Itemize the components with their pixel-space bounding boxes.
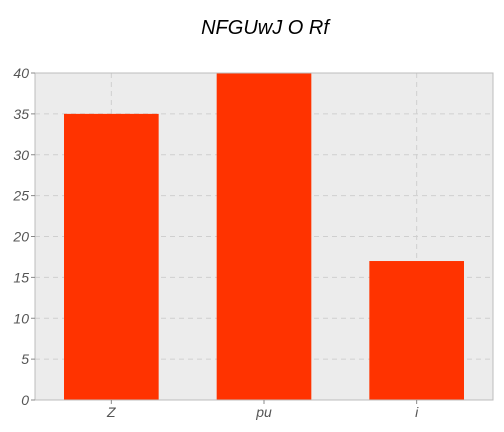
y-tick-label: 10 xyxy=(13,310,29,326)
y-tick-label: 25 xyxy=(12,188,29,204)
chart-title: NFGUwJ O Rf xyxy=(201,17,331,39)
y-tick-label: 35 xyxy=(13,106,29,122)
bar xyxy=(369,261,464,400)
y-axis-ticks: 0 5 10 15 20 25 30 35 40 xyxy=(12,65,35,408)
bar xyxy=(217,73,312,400)
y-tick-label: 20 xyxy=(12,229,29,245)
y-tick-label: 5 xyxy=(21,351,29,367)
y-tick-label: 30 xyxy=(13,147,29,163)
y-tick-label: 15 xyxy=(13,269,29,285)
x-tick-label: pu xyxy=(255,404,272,420)
y-tick-label: 0 xyxy=(21,392,29,408)
x-tick-label: i xyxy=(415,404,419,420)
bar xyxy=(64,114,159,400)
x-tick-label: Z xyxy=(106,404,116,420)
y-tick-label: 40 xyxy=(13,65,29,81)
